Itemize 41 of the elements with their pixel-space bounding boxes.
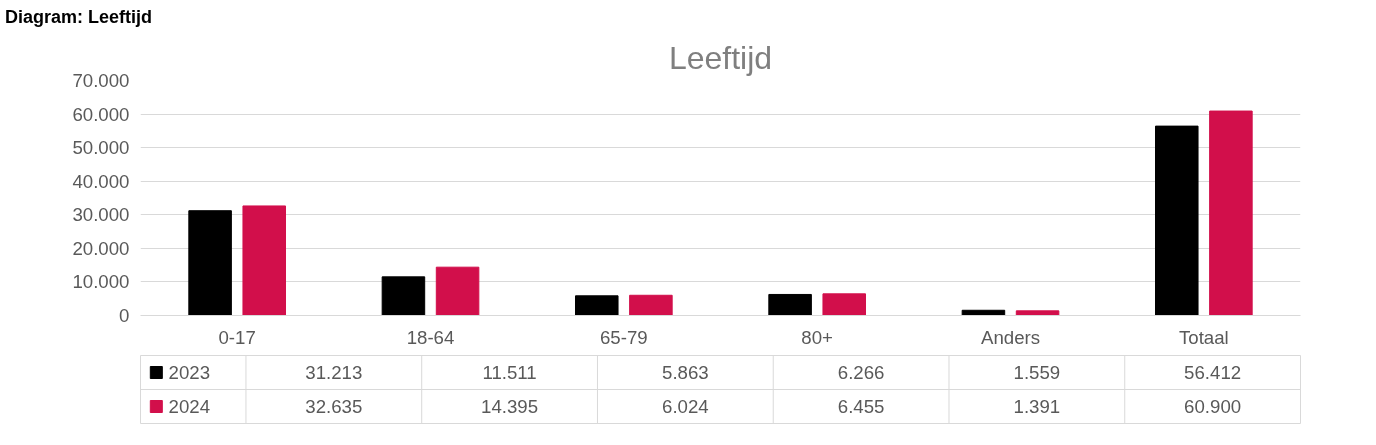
data-label: 32.635 — [305, 396, 363, 417]
bar — [1155, 125, 1199, 316]
bar — [822, 293, 866, 316]
y-tick-label: 10.000 — [72, 271, 130, 293]
data-label: 31.213 — [305, 362, 363, 383]
x-tick-label: Anders — [980, 326, 1041, 348]
y-tick-label: 50.000 — [72, 137, 130, 159]
data-label: 6.455 — [837, 396, 885, 417]
chart-title: Leeftijd — [668, 39, 773, 76]
bar — [629, 294, 673, 316]
y-tick-label: 30.000 — [72, 204, 130, 226]
bar — [1209, 110, 1253, 316]
data-label: 6.266 — [837, 362, 885, 383]
y-tick-label: 60.000 — [72, 103, 130, 125]
x-tick-label: Totaal — [1178, 326, 1229, 348]
bar — [768, 293, 812, 316]
x-tick-label: 80+ — [801, 326, 833, 348]
data-label: 14.395 — [481, 396, 539, 417]
legend-label: 2023 — [168, 362, 211, 383]
data-label: 5.863 — [662, 362, 709, 383]
bar — [1015, 310, 1060, 316]
y-tick-label: 0 — [119, 305, 130, 326]
data-label: 1.391 — [1013, 396, 1061, 417]
data-label: 6.024 — [662, 396, 709, 417]
bar — [381, 276, 426, 316]
y-tick-label: 40.000 — [72, 170, 130, 192]
y-tick-label: 20.000 — [72, 237, 130, 259]
text: Diagram: Leeftijd — [5, 6, 153, 29]
data-label: 1.559 — [1013, 362, 1061, 383]
y-tick-label: 70.000 — [72, 70, 130, 91]
x-tick-label: 0-17 — [218, 326, 256, 348]
bar — [435, 266, 480, 316]
data-label: 56.412 — [1184, 362, 1242, 383]
bar — [575, 295, 619, 316]
bar — [188, 210, 232, 316]
data-label: 11.511 — [482, 362, 537, 383]
legend-label: 2024 — [168, 396, 211, 417]
x-tick-label: 65-79 — [599, 326, 648, 348]
data-label: 60.900 — [1184, 396, 1242, 417]
x-tick-label: 18-64 — [406, 326, 455, 348]
bar — [242, 205, 286, 316]
